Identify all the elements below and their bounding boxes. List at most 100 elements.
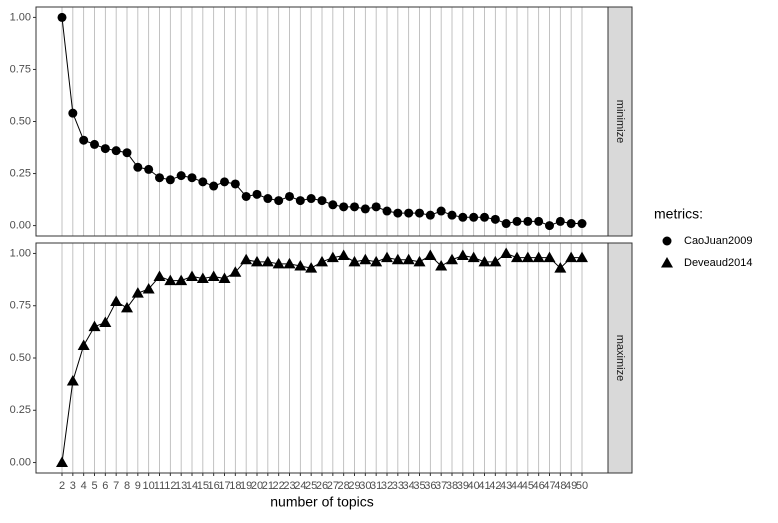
strip <box>607 6 633 237</box>
x-tick-label: 24 <box>294 480 306 492</box>
x-tick-label: 9 <box>135 480 141 492</box>
x-axis-label: number of topics <box>270 494 374 510</box>
x-tick-label: 44 <box>511 480 523 492</box>
point <box>521 251 534 263</box>
point <box>230 179 240 189</box>
point <box>512 216 522 226</box>
point <box>350 202 359 212</box>
x-tick-label: 21 <box>262 480 274 492</box>
x-tick-label: 29 <box>348 480 360 492</box>
point <box>111 146 121 156</box>
y-tick-label: 0.00 <box>10 456 31 468</box>
point <box>554 262 567 273</box>
point <box>88 320 101 332</box>
x-tick-label: 45 <box>522 480 534 492</box>
legend-marker <box>662 236 672 246</box>
y-tick-label: 1.00 <box>10 247 31 259</box>
x-tick-label: 16 <box>208 480 220 492</box>
point <box>480 212 489 222</box>
point <box>545 221 554 231</box>
point <box>458 212 468 222</box>
point <box>576 251 588 263</box>
point <box>413 255 426 267</box>
x-tick-label: 20 <box>251 480 263 492</box>
x-tick-label: 8 <box>124 480 130 492</box>
point <box>274 196 284 206</box>
point <box>66 375 79 386</box>
point <box>68 108 78 118</box>
point <box>218 272 231 284</box>
x-tick-label: 23 <box>283 480 295 492</box>
point <box>186 270 198 281</box>
point <box>415 208 424 218</box>
x-tick-label: 31 <box>370 480 382 492</box>
y-tick-label: 0.75 <box>10 63 31 75</box>
x-tick-label: 34 <box>403 480 415 492</box>
point <box>229 266 242 277</box>
point <box>110 295 123 307</box>
point <box>155 173 164 183</box>
point <box>523 216 533 226</box>
x-tick-label: 46 <box>533 480 545 492</box>
point <box>424 249 437 261</box>
x-tick-label: 2 <box>59 480 65 492</box>
x-tick-label: 36 <box>424 480 436 492</box>
x-tick-label: 26 <box>316 480 328 492</box>
x-tick-label: 13 <box>175 480 187 492</box>
point <box>261 255 274 267</box>
point <box>317 196 327 206</box>
x-tick-label: 17 <box>218 480 230 492</box>
point <box>77 339 90 350</box>
point <box>79 135 89 145</box>
strip-label: minimize <box>614 100 626 143</box>
legend-label: Deveaud2014 <box>684 257 753 269</box>
point <box>339 202 349 212</box>
x-tick-label: 5 <box>91 480 97 492</box>
point <box>348 255 361 267</box>
point <box>175 274 188 286</box>
x-tick-label: 49 <box>565 480 577 492</box>
x-tick-label: 4 <box>81 480 87 492</box>
point <box>207 270 220 281</box>
x-tick-label: 40 <box>468 480 480 492</box>
point <box>382 206 392 216</box>
x-tick-label: 6 <box>102 480 108 492</box>
x-tick-label: 11 <box>154 480 165 492</box>
y-tick-label: 0.00 <box>10 219 31 231</box>
point <box>326 251 339 263</box>
point <box>209 181 219 191</box>
y-tick-label: 0.75 <box>10 300 31 312</box>
x-tick-label: 7 <box>113 480 119 492</box>
point <box>99 316 112 327</box>
point <box>196 272 209 284</box>
point <box>328 200 338 210</box>
strip-label: maximize <box>614 335 626 381</box>
point <box>370 255 383 267</box>
point <box>240 253 253 265</box>
point <box>285 191 294 201</box>
point <box>565 251 578 263</box>
point <box>56 456 68 468</box>
point <box>467 251 480 263</box>
point <box>566 219 576 229</box>
x-tick-label: 19 <box>240 480 252 492</box>
point <box>393 208 403 218</box>
point <box>555 216 565 226</box>
point <box>577 219 587 229</box>
legend-marker <box>661 257 673 268</box>
point <box>165 175 175 185</box>
point <box>121 301 133 313</box>
point <box>404 208 414 218</box>
point <box>478 255 491 267</box>
x-tick-label: 32 <box>381 480 393 492</box>
point <box>251 255 263 267</box>
point <box>142 283 155 294</box>
strip <box>607 242 633 474</box>
point <box>220 177 229 187</box>
x-tick-label: 47 <box>543 480 555 492</box>
x-tick-label: 35 <box>413 480 425 492</box>
point <box>532 251 545 263</box>
x-tick-label: 30 <box>359 480 371 492</box>
point <box>534 216 544 226</box>
